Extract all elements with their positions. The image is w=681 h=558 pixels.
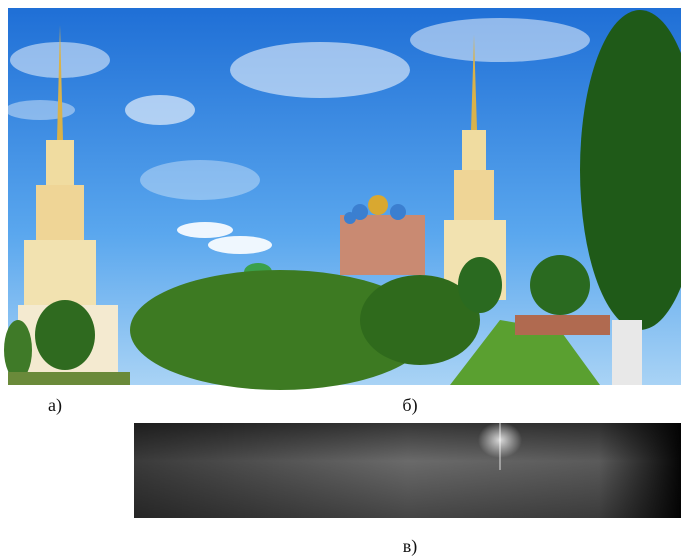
photo-a [4,8,130,385]
panel-label: а) [48,395,62,416]
figure: а) б) в) [0,0,681,558]
feature-map [134,422,681,518]
panel-label: б) [402,395,417,416]
panel-label: в) [403,536,418,557]
photo-b [125,8,681,390]
